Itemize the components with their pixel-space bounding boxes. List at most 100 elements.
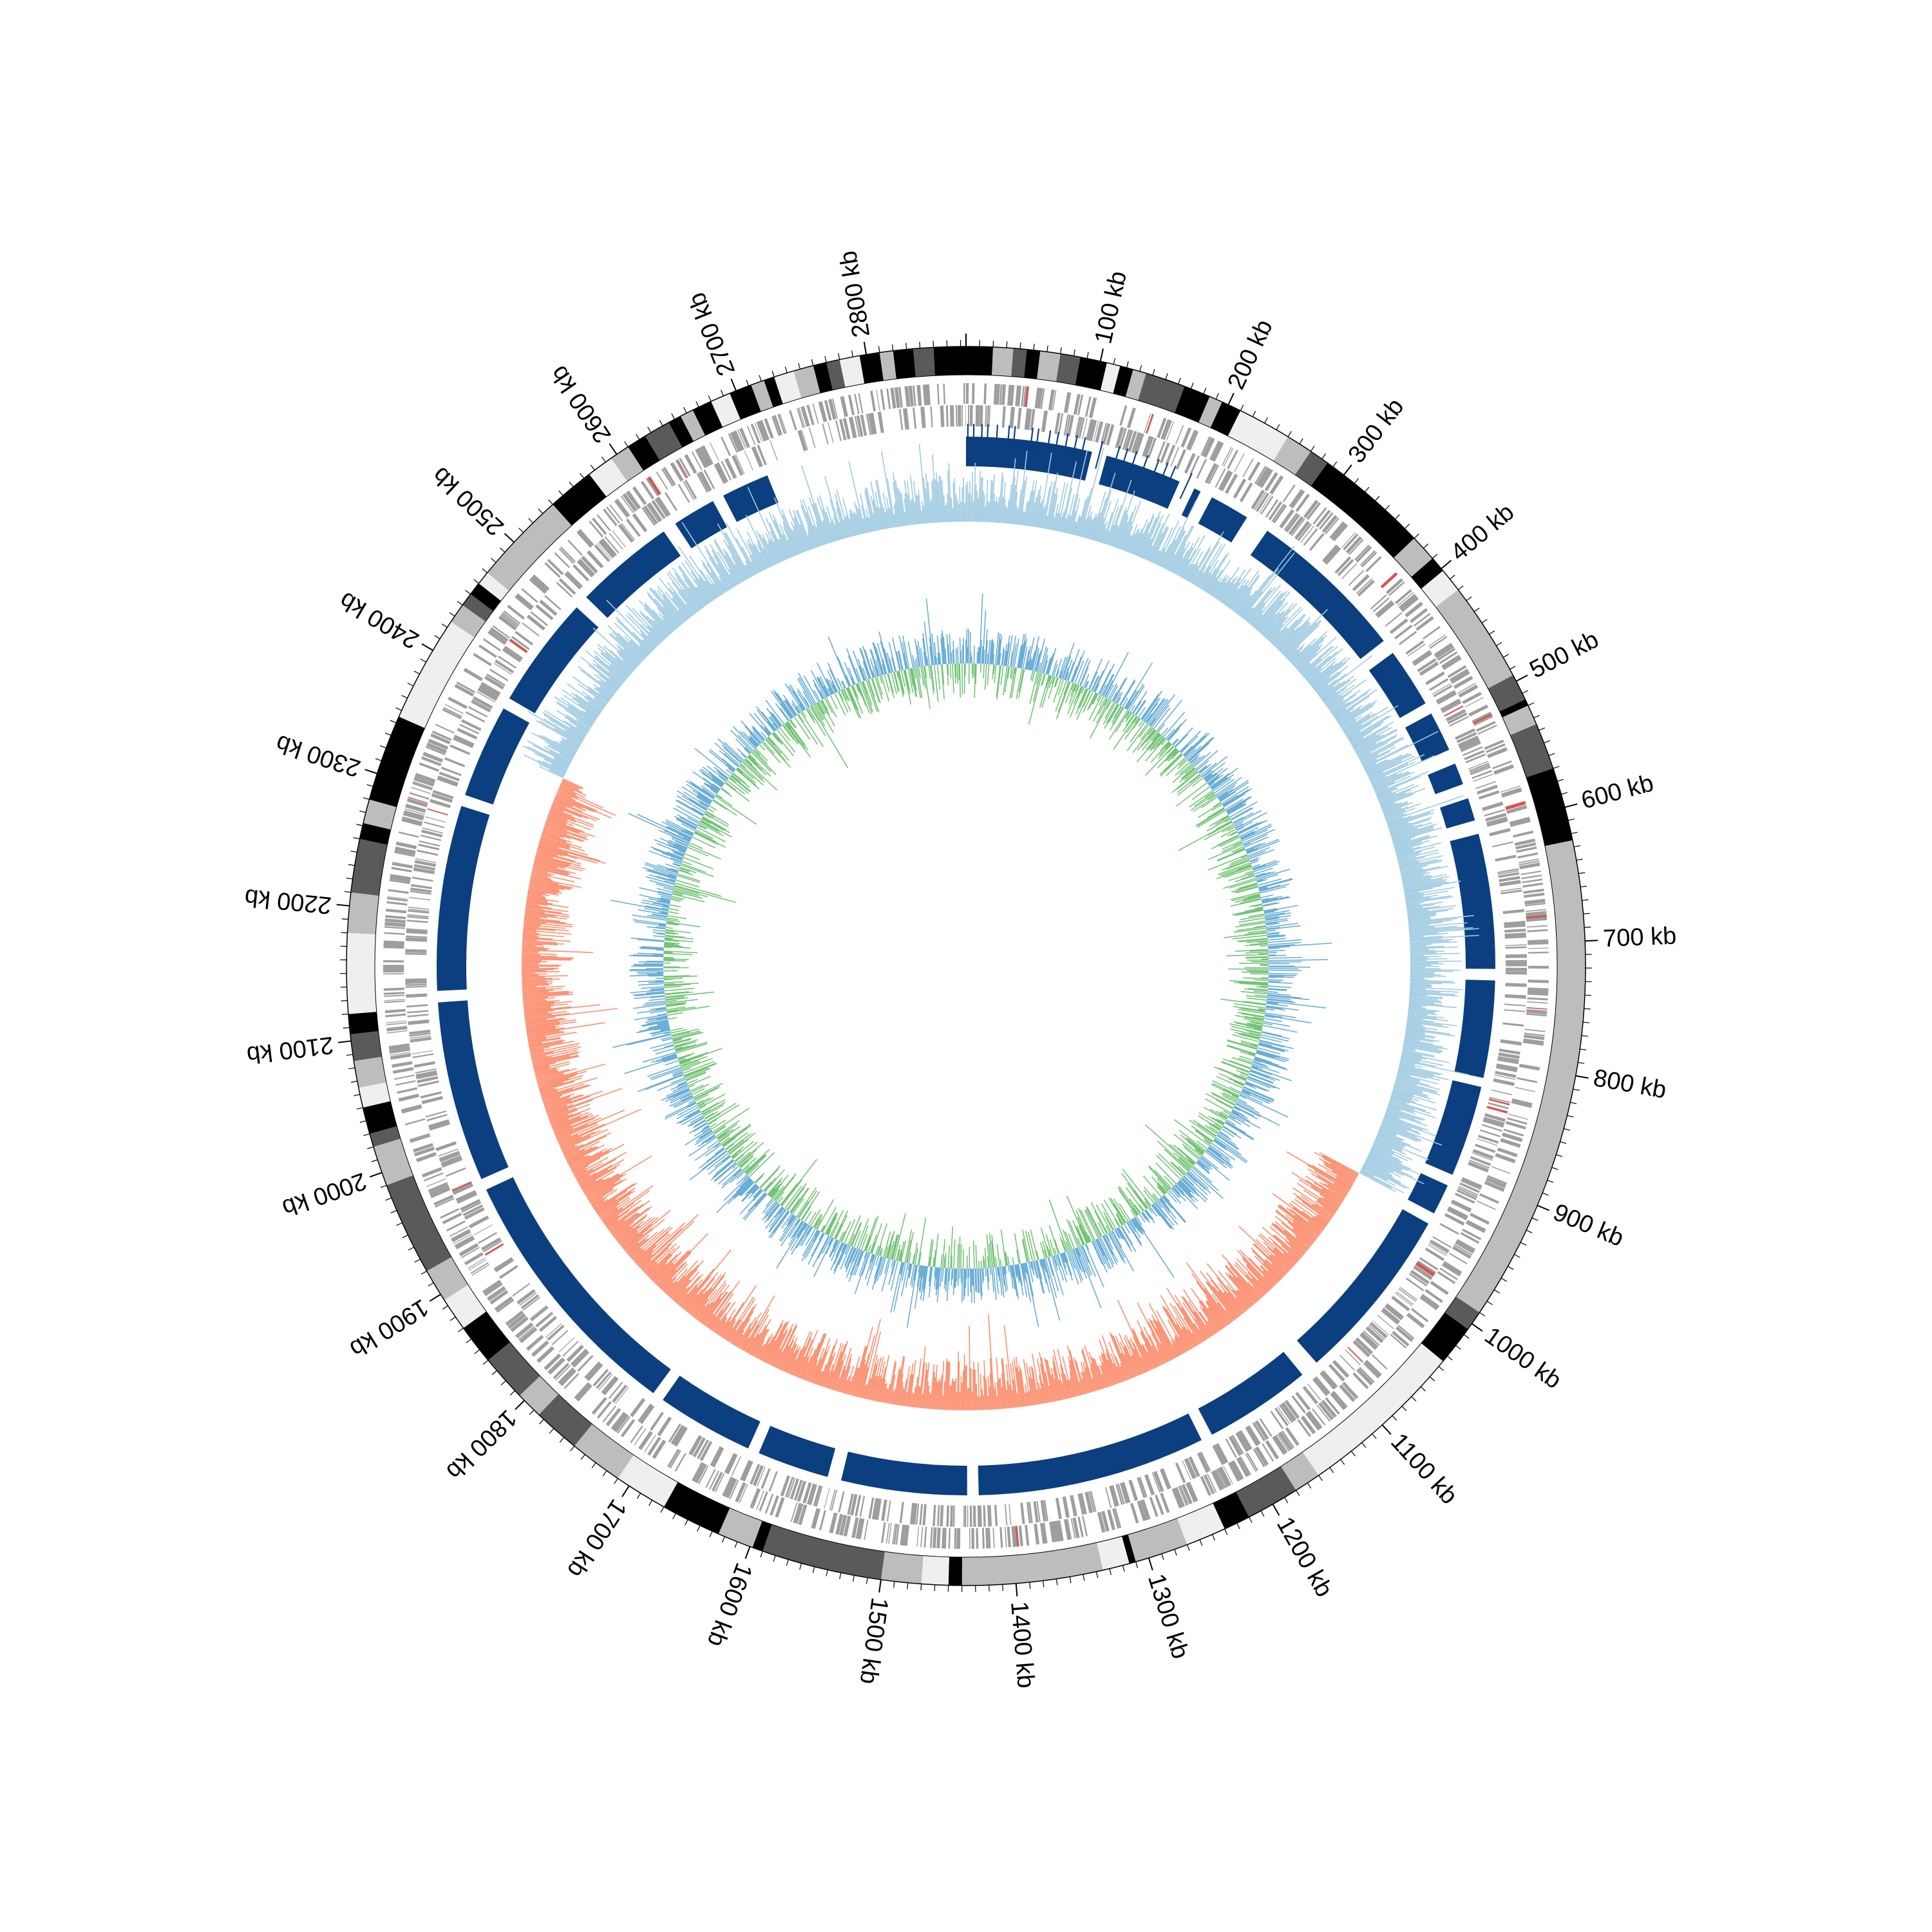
gene-feature — [442, 708, 462, 720]
gene-feature — [858, 1519, 865, 1540]
gene-feature — [1527, 997, 1548, 1001]
ideogram-band — [1075, 357, 1107, 391]
gene-feature — [616, 498, 630, 517]
gene-feature — [1332, 1390, 1348, 1408]
gene-feature — [1321, 1370, 1338, 1388]
gene-feature — [484, 1282, 503, 1296]
gene-feature — [1265, 499, 1279, 518]
minor-tick — [798, 363, 800, 370]
minor-tick — [1095, 1571, 1099, 1578]
gene-feature — [1237, 1431, 1251, 1451]
tick-label: 2200 kb — [243, 884, 333, 919]
gene-feature — [712, 1472, 723, 1492]
minor-tick — [580, 473, 585, 479]
gene-feature — [614, 1414, 629, 1433]
gene-feature — [1005, 1504, 1008, 1526]
minor-tick — [473, 579, 479, 584]
tick-label: 500 kb — [1526, 626, 1604, 684]
minor-tick — [905, 343, 907, 350]
homology-fragment — [1045, 430, 1052, 459]
gene-feature — [1282, 1402, 1297, 1421]
gene-feature — [768, 1471, 778, 1492]
ideogram-band — [574, 1424, 634, 1479]
gene-feature — [1178, 1486, 1187, 1506]
gene-feature — [799, 407, 806, 428]
gene-feature — [1477, 784, 1498, 795]
gene-feature — [886, 1500, 891, 1522]
gene-feature — [480, 683, 500, 696]
gene-feature — [421, 756, 442, 766]
gene-feature — [1416, 616, 1434, 631]
gene-feature — [1428, 634, 1446, 647]
gene-feature — [396, 841, 417, 848]
gene-feature — [427, 742, 447, 752]
gene-feature — [589, 520, 604, 538]
gene-feature — [1359, 1367, 1375, 1383]
gene-feature — [1295, 1392, 1311, 1411]
minor-tick — [348, 864, 355, 866]
gene-feature — [840, 396, 848, 417]
homology-block — [1250, 531, 1384, 659]
gene-feature — [1477, 1135, 1499, 1144]
gene-feature — [1200, 1451, 1211, 1472]
gene-feature — [516, 593, 534, 609]
gene-feature — [793, 1502, 802, 1524]
gene-feature — [1498, 872, 1520, 878]
gene-feature — [439, 772, 460, 782]
gene-feature — [1188, 430, 1198, 451]
gene-feature — [454, 735, 475, 745]
gene-feature — [567, 571, 583, 587]
gene-feature — [1049, 1521, 1056, 1543]
ideogram-band — [1121, 1534, 1136, 1564]
tick-label: 900 kb — [1549, 1198, 1627, 1252]
gene-feature — [1312, 1378, 1329, 1396]
gene-feature — [383, 987, 404, 991]
minor-tick — [1332, 461, 1338, 468]
gene-feature — [1151, 1472, 1160, 1493]
gene-feature — [551, 1329, 569, 1345]
minor-tick — [1479, 1312, 1486, 1317]
ideogram-band — [538, 1394, 592, 1446]
ideogram-band — [1024, 349, 1041, 379]
gene-feature — [422, 752, 444, 763]
gene-feature — [1405, 1277, 1425, 1292]
gene-feature — [1502, 1022, 1524, 1027]
gene-feature — [965, 405, 966, 427]
gene-feature — [625, 518, 641, 537]
gene-feature — [734, 430, 744, 451]
major-tick — [878, 1579, 882, 1593]
ideogram-band — [1227, 410, 1288, 461]
gene-feature — [383, 960, 404, 963]
gene-feature — [415, 1068, 437, 1074]
minor-tick — [1019, 342, 1021, 349]
gene-feature — [614, 1387, 629, 1405]
minor-tick — [396, 1222, 402, 1226]
tick-label: 2800 kb — [835, 249, 875, 339]
gene-feature — [1296, 522, 1310, 540]
gene-feature — [842, 418, 851, 440]
ideogram-band — [354, 1056, 386, 1088]
gene-feature — [977, 405, 980, 427]
gene-feature — [1332, 1361, 1349, 1378]
major-tick — [1148, 1557, 1153, 1571]
gene-feature — [483, 1281, 502, 1295]
homology-block — [1099, 455, 1180, 509]
gene-feature — [445, 1167, 466, 1177]
gene-feature — [544, 562, 561, 578]
minor-tick — [466, 1338, 472, 1343]
gene-feature — [739, 1484, 748, 1504]
gene-feature — [812, 403, 819, 424]
gene-feature — [797, 1481, 807, 1502]
minor-tick — [420, 658, 426, 663]
gene-feature — [1501, 785, 1520, 793]
minor-tick — [591, 1462, 596, 1468]
gene-feature — [457, 728, 478, 740]
gene-feature — [1157, 417, 1167, 439]
gene-feature — [1356, 1369, 1372, 1386]
minor-tick — [1161, 1553, 1164, 1560]
minor-tick — [1174, 1549, 1177, 1556]
gene-feature — [1331, 522, 1347, 540]
ideogram-band — [1138, 373, 1185, 413]
gene-feature — [386, 1030, 408, 1034]
